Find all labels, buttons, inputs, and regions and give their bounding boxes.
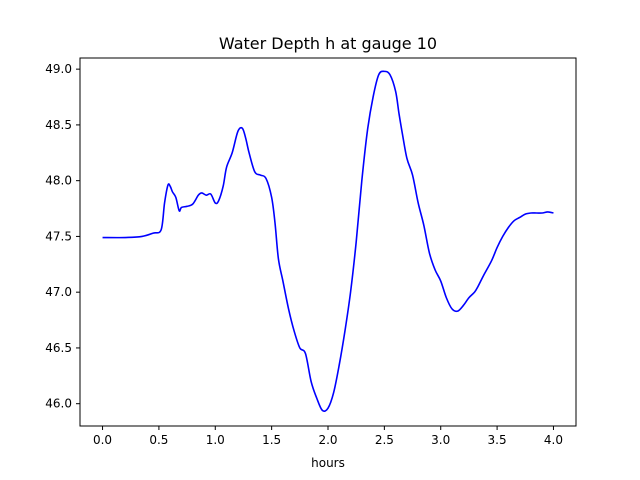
series-line-0	[102, 70, 554, 413]
y-tick-label: 49.0	[45, 62, 72, 76]
x-tick-label: 3.0	[431, 433, 450, 447]
chart-title: Water Depth h at gauge 10	[219, 34, 437, 53]
x-tick-label: 4.0	[544, 433, 563, 447]
y-tick-label: 48.0	[45, 174, 72, 188]
y-tick-label: 47.0	[45, 285, 72, 299]
x-axis-label: hours	[311, 456, 345, 470]
x-tick-label: 1.0	[206, 433, 225, 447]
x-tick-label: 0.0	[93, 433, 112, 447]
y-tick-label: 48.5	[45, 118, 72, 132]
x-tick-label: 0.5	[149, 433, 168, 447]
plot-area: 0.0 0.5 1.0 1.5 2.0 2.5 3.0 3.5 4.0 46.0 46.5 47.0 4…	[45, 57, 577, 447]
y-tick-label: 46.0	[45, 397, 72, 411]
x-tick-label: 3.5	[488, 433, 507, 447]
y-tick-label: 46.5	[45, 341, 72, 355]
x-tick-label: 2.5	[375, 433, 394, 447]
y-tick-label: 47.5	[45, 229, 72, 243]
x-tick-label: 1.5	[262, 433, 281, 447]
x-tick-label: 2.0	[318, 433, 337, 447]
